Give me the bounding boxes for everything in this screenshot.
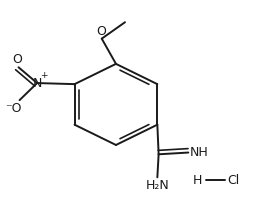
- Text: H₂N: H₂N: [145, 179, 169, 192]
- Text: +: +: [40, 71, 47, 80]
- Text: O: O: [96, 25, 106, 38]
- Text: N: N: [32, 77, 42, 89]
- Text: NH: NH: [190, 146, 209, 159]
- Text: O: O: [13, 53, 23, 66]
- Text: ⁻O: ⁻O: [6, 102, 22, 115]
- Text: Cl: Cl: [227, 174, 240, 186]
- Text: H: H: [193, 174, 202, 186]
